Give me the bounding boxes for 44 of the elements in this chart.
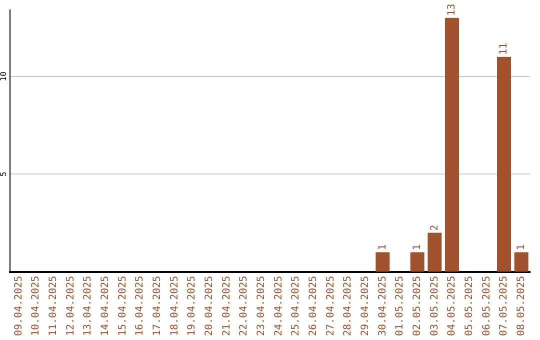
bar bbox=[497, 56, 511, 272]
bar bbox=[410, 252, 424, 272]
x-tick-label: 09.04.2025 bbox=[13, 276, 24, 336]
x-tick-label: 23.04.2025 bbox=[256, 276, 267, 336]
x-tick-label: 18.04.2025 bbox=[169, 276, 180, 336]
x-tick-label: 17.04.2025 bbox=[152, 276, 163, 336]
x-tick-label: 21.04.2025 bbox=[221, 276, 232, 336]
x-tick-label: 29.04.2025 bbox=[360, 276, 371, 336]
x-tick-label: 24.04.2025 bbox=[273, 276, 284, 336]
x-tick-label: 27.04.2025 bbox=[325, 276, 336, 336]
x-tick-label: 07.05.2025 bbox=[498, 276, 510, 336]
data-label: 11 bbox=[498, 42, 510, 55]
x-tick-label: 26.04.2025 bbox=[308, 276, 319, 336]
x-tick-label: 14.04.2025 bbox=[100, 276, 111, 336]
x-tick-label: 11.04.2025 bbox=[48, 276, 59, 336]
bar bbox=[376, 252, 390, 272]
x-tick-label: 20.04.2025 bbox=[204, 276, 215, 336]
y-tick-label: 10 bbox=[0, 71, 8, 82]
bar bbox=[445, 18, 459, 272]
data-label: 1 bbox=[516, 244, 527, 250]
x-tick-label: 01.05.2025 bbox=[394, 276, 406, 336]
data-label: 13 bbox=[446, 4, 458, 16]
data-label: 2 bbox=[429, 224, 440, 231]
bar bbox=[428, 232, 442, 272]
x-tick-label: 16.04.2025 bbox=[134, 276, 146, 336]
x-tick-label: 28.04.2025 bbox=[342, 276, 354, 336]
x-tick-label: 19.04.2025 bbox=[186, 276, 198, 336]
x-tick-label: 30.04.2025 bbox=[377, 276, 388, 336]
x-tick-label: 03.05.2025 bbox=[429, 276, 440, 336]
x-tick-label: 13.04.2025 bbox=[82, 276, 94, 336]
data-label: 1 bbox=[412, 244, 423, 250]
x-tick-label: 06.05.2025 bbox=[481, 276, 492, 336]
x-tick-label: 10.04.2025 bbox=[30, 276, 42, 336]
x-tick-label: 12.04.2025 bbox=[65, 276, 76, 336]
y-tick-label: 5 bbox=[0, 172, 8, 177]
x-tick-label: 15.04.2025 bbox=[117, 276, 128, 336]
x-tick-label: 05.05.2025 bbox=[464, 276, 475, 336]
x-tick-label: 22.04.2025 bbox=[238, 276, 250, 336]
x-tick-label: 25.04.2025 bbox=[290, 276, 302, 336]
data-label: 1 bbox=[377, 244, 388, 250]
x-tick-label: 04.05.2025 bbox=[446, 276, 458, 336]
x-tick-label: 08.05.2025 bbox=[516, 276, 527, 336]
bar bbox=[514, 252, 528, 272]
x-tick-label: 02.05.2025 bbox=[412, 276, 423, 336]
